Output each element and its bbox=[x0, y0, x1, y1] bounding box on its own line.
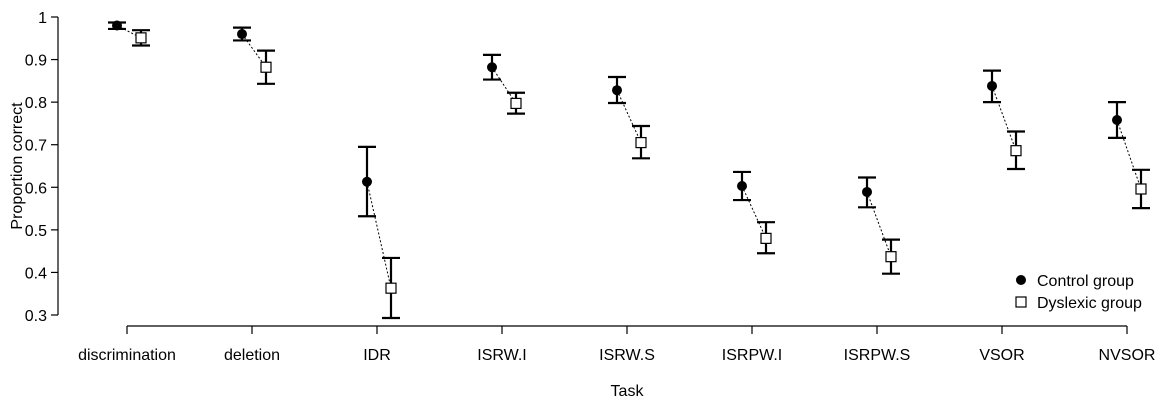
x-tick-label: ISRW.S bbox=[599, 347, 655, 364]
connector-line bbox=[991, 85, 1017, 151]
axes: 0.3 0.4 0.5 0.6 0.7 0.8 0.9 1 discrimination del… bbox=[25, 10, 1156, 364]
control-point bbox=[612, 85, 622, 96]
x-tick-label: discrimination bbox=[78, 347, 176, 364]
x-ticks: discrimination deletion IDR ISRW.I ISRW.S ISR… bbox=[78, 326, 1155, 364]
dyslexic-point bbox=[385, 282, 397, 294]
dyslexic-point bbox=[1135, 183, 1147, 195]
dyslexic-point bbox=[885, 251, 897, 263]
dyslexic-point bbox=[260, 61, 272, 73]
control-point bbox=[487, 62, 497, 73]
control-point bbox=[987, 80, 997, 91]
legend-dyslexic-label: Dyslexic group bbox=[1037, 295, 1142, 312]
x-tick-label: ISRPW.I bbox=[722, 347, 782, 364]
y-tick-label: 0.6 bbox=[25, 180, 47, 197]
connector-line bbox=[366, 181, 392, 289]
x-tick-label: NVSOR bbox=[1099, 347, 1156, 364]
y-axis-title: Proportion correct bbox=[9, 102, 26, 230]
y-tick-label: 0.3 bbox=[25, 308, 47, 325]
control-point bbox=[1112, 115, 1122, 126]
dyslexic-point bbox=[635, 136, 647, 149]
dyslexic-point bbox=[760, 232, 772, 244]
y-tick-label: 0.7 bbox=[25, 138, 47, 155]
x-axis-title: Task bbox=[611, 383, 645, 400]
control-point bbox=[737, 181, 747, 192]
dyslexic-point bbox=[135, 32, 147, 44]
control-point bbox=[112, 20, 122, 31]
y-tick-label: 0.9 bbox=[25, 53, 47, 70]
y-tick-label: 1 bbox=[38, 10, 47, 27]
control-point bbox=[862, 186, 872, 197]
connector-line bbox=[491, 66, 517, 104]
connector-line bbox=[616, 90, 642, 143]
x-tick-label: deletion bbox=[224, 347, 280, 364]
plot-marks bbox=[108, 20, 1150, 320]
connector-line bbox=[866, 191, 892, 257]
x-tick-label: ISRW.I bbox=[477, 347, 527, 364]
y-ticks: 0.3 0.4 0.5 0.6 0.7 0.8 0.9 1 bbox=[25, 10, 58, 325]
x-tick-label: VSOR bbox=[979, 347, 1024, 364]
legend-control-label: Control group bbox=[1037, 273, 1134, 290]
legend-control-marker bbox=[1016, 275, 1026, 285]
dyslexic-point bbox=[1010, 145, 1022, 157]
dyslexic-point bbox=[510, 97, 522, 110]
y-tick-label: 0.5 bbox=[25, 223, 47, 240]
x-tick-label: IDR bbox=[363, 347, 391, 364]
connector-line bbox=[241, 33, 267, 68]
control-point bbox=[237, 29, 247, 40]
y-tick-label: 0.4 bbox=[25, 265, 47, 282]
x-tick-label: ISRPW.S bbox=[844, 347, 911, 364]
connector-line bbox=[1116, 119, 1142, 190]
legend: Control group Dyslexic group bbox=[1015, 273, 1142, 312]
connector-line bbox=[741, 185, 767, 239]
y-tick-label: 0.8 bbox=[25, 95, 47, 112]
legend-dyslexic-marker bbox=[1015, 296, 1027, 308]
control-point bbox=[362, 176, 372, 187]
